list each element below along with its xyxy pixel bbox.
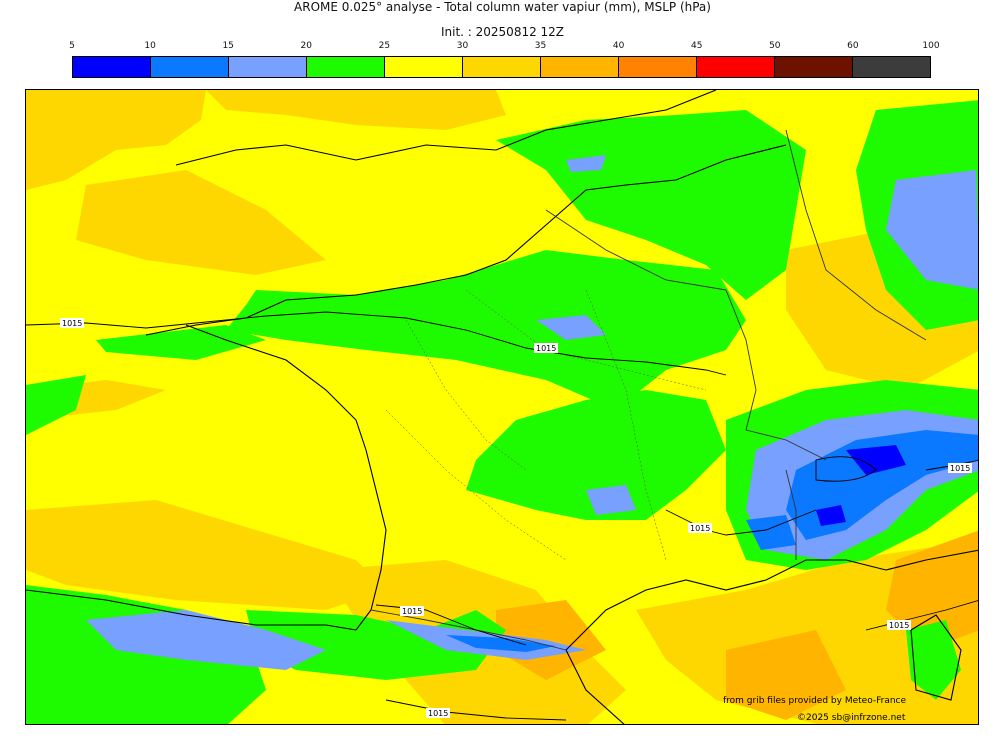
isobar-label-bg [426, 708, 450, 718]
coastlines [26, 90, 978, 724]
boundary-2 [465, 289, 707, 391]
isobar-label: 1015 [950, 464, 970, 473]
region-deepblue-alps-south [816, 505, 846, 526]
colorbar-tick-label: 60 [847, 41, 859, 51]
coastline-spain-north [26, 589, 357, 631]
colorbar-tick-label: 40 [612, 41, 625, 51]
colorbar-tick-label: 20 [300, 41, 312, 51]
chart-title: AROME 0.025° analyse - Total column wate… [294, 0, 711, 14]
colorbar-tick-label: 100 [922, 41, 940, 51]
isobar-label-bg [688, 523, 712, 533]
region-gold-northwest [26, 90, 206, 190]
coastline-mediterranean [565, 559, 887, 651]
region-orange-med [726, 630, 846, 720]
isobar-label-bg [887, 620, 911, 630]
isobar-label: 1015 [536, 344, 556, 353]
region-boundaries [385, 289, 707, 561]
isobar-label-bg [60, 318, 84, 328]
colorbar-segment [853, 57, 930, 77]
colorbar-segment [541, 57, 619, 77]
colorbar-tick-label: 50 [769, 41, 781, 51]
colorbar-ticks: 5 10 15 20 25 30 35 40 45 50 60 100 [69, 41, 939, 53]
colorbar-tick-label: 25 [378, 41, 391, 51]
region-lightblue-channel [566, 155, 606, 172]
coastline-spain-east [565, 649, 625, 724]
region-orange-south [496, 600, 606, 680]
isobar-label-bg [948, 463, 972, 473]
source-credit: from grib files provided by Meteo-France [723, 696, 907, 706]
region-lightblue-massif [586, 485, 636, 515]
region-blue-alps-west [746, 515, 796, 550]
isobar-label: 1015 [428, 709, 448, 718]
colorbar-tick-label: 15 [222, 41, 234, 51]
isobar-label: 1015 [62, 319, 82, 328]
region-gold-atlantic-north [76, 170, 326, 275]
border-france-germany [725, 289, 757, 431]
colorbar-segment [463, 57, 541, 77]
isobar-1015-bottom [385, 699, 567, 721]
colorbar-segment [73, 57, 151, 77]
copyright-credit: ©2025 sb@infrzone.net [797, 713, 906, 723]
region-blue-pyrenees-core [446, 635, 556, 652]
weather-map: 1015 1015 1015 1015 1015 1015 1015 from … [25, 89, 979, 725]
colorbar-segment [229, 57, 307, 77]
coastline-england [175, 90, 717, 166]
colorbar-segment [619, 57, 697, 77]
colorbar-segment [307, 57, 385, 77]
region-gold-bay-biscay [26, 500, 386, 610]
isobar-1015-north [26, 311, 727, 376]
isobar-alps-loop [815, 456, 877, 482]
isobar-label-bg [534, 343, 558, 353]
country-borders [370, 129, 927, 651]
region-gold-channel [206, 90, 506, 130]
colorbar-tick-label: 5 [69, 41, 75, 51]
region-green-central-band [226, 250, 746, 410]
region-green-center-south [466, 390, 726, 520]
water-vapour-5-10-regions [816, 445, 906, 526]
coastline-channel-france [145, 144, 787, 336]
colorbar-segment [385, 57, 463, 77]
colorbar-segment [151, 57, 229, 77]
colorbar-tick-label: 10 [144, 41, 156, 51]
region-green-atlantic-west [26, 375, 86, 435]
region-deepblue-alps-peak [846, 445, 906, 475]
colorbar [72, 56, 931, 78]
region-lightblue-pyrenees [86, 610, 326, 670]
isobar-label: 1015 [402, 607, 422, 616]
border-france-belgium [545, 209, 727, 291]
boundary-4 [585, 289, 667, 561]
isobar-labels: 1015 1015 1015 1015 1015 1015 1015 [60, 318, 972, 718]
isobar-label: 1015 [690, 524, 710, 533]
colorbar-segment [697, 57, 775, 77]
coastline-corsica [910, 614, 962, 701]
boundary-1 [405, 319, 527, 471]
region-green-atlantic-band [96, 325, 266, 360]
isobar-label: 1015 [889, 621, 909, 630]
border-germany-east [785, 129, 927, 341]
colorbar-tick-label: 35 [534, 41, 547, 51]
region-green-corsica [906, 620, 961, 700]
region-lightblue-germany [886, 170, 978, 290]
border-france-italy [785, 469, 797, 560]
coastline-italy [885, 549, 978, 571]
map-canvas: 1015 1015 1015 1015 1015 1015 1015 [26, 90, 978, 724]
region-lightblue-central [536, 315, 606, 340]
coastline-brittany [185, 324, 367, 451]
region-green-benelux [496, 110, 806, 300]
isobar-label-bg [400, 606, 424, 616]
isobar-1015-med [865, 600, 978, 631]
init-time: Init. : 20250812 12Z [440, 25, 565, 39]
colorbar-segment [775, 57, 853, 77]
coastline-biscay [355, 449, 387, 631]
colorbar-tick-label: 30 [456, 41, 469, 51]
border-france-switzerland [745, 429, 827, 461]
colorbar-tick-label: 45 [690, 41, 703, 51]
